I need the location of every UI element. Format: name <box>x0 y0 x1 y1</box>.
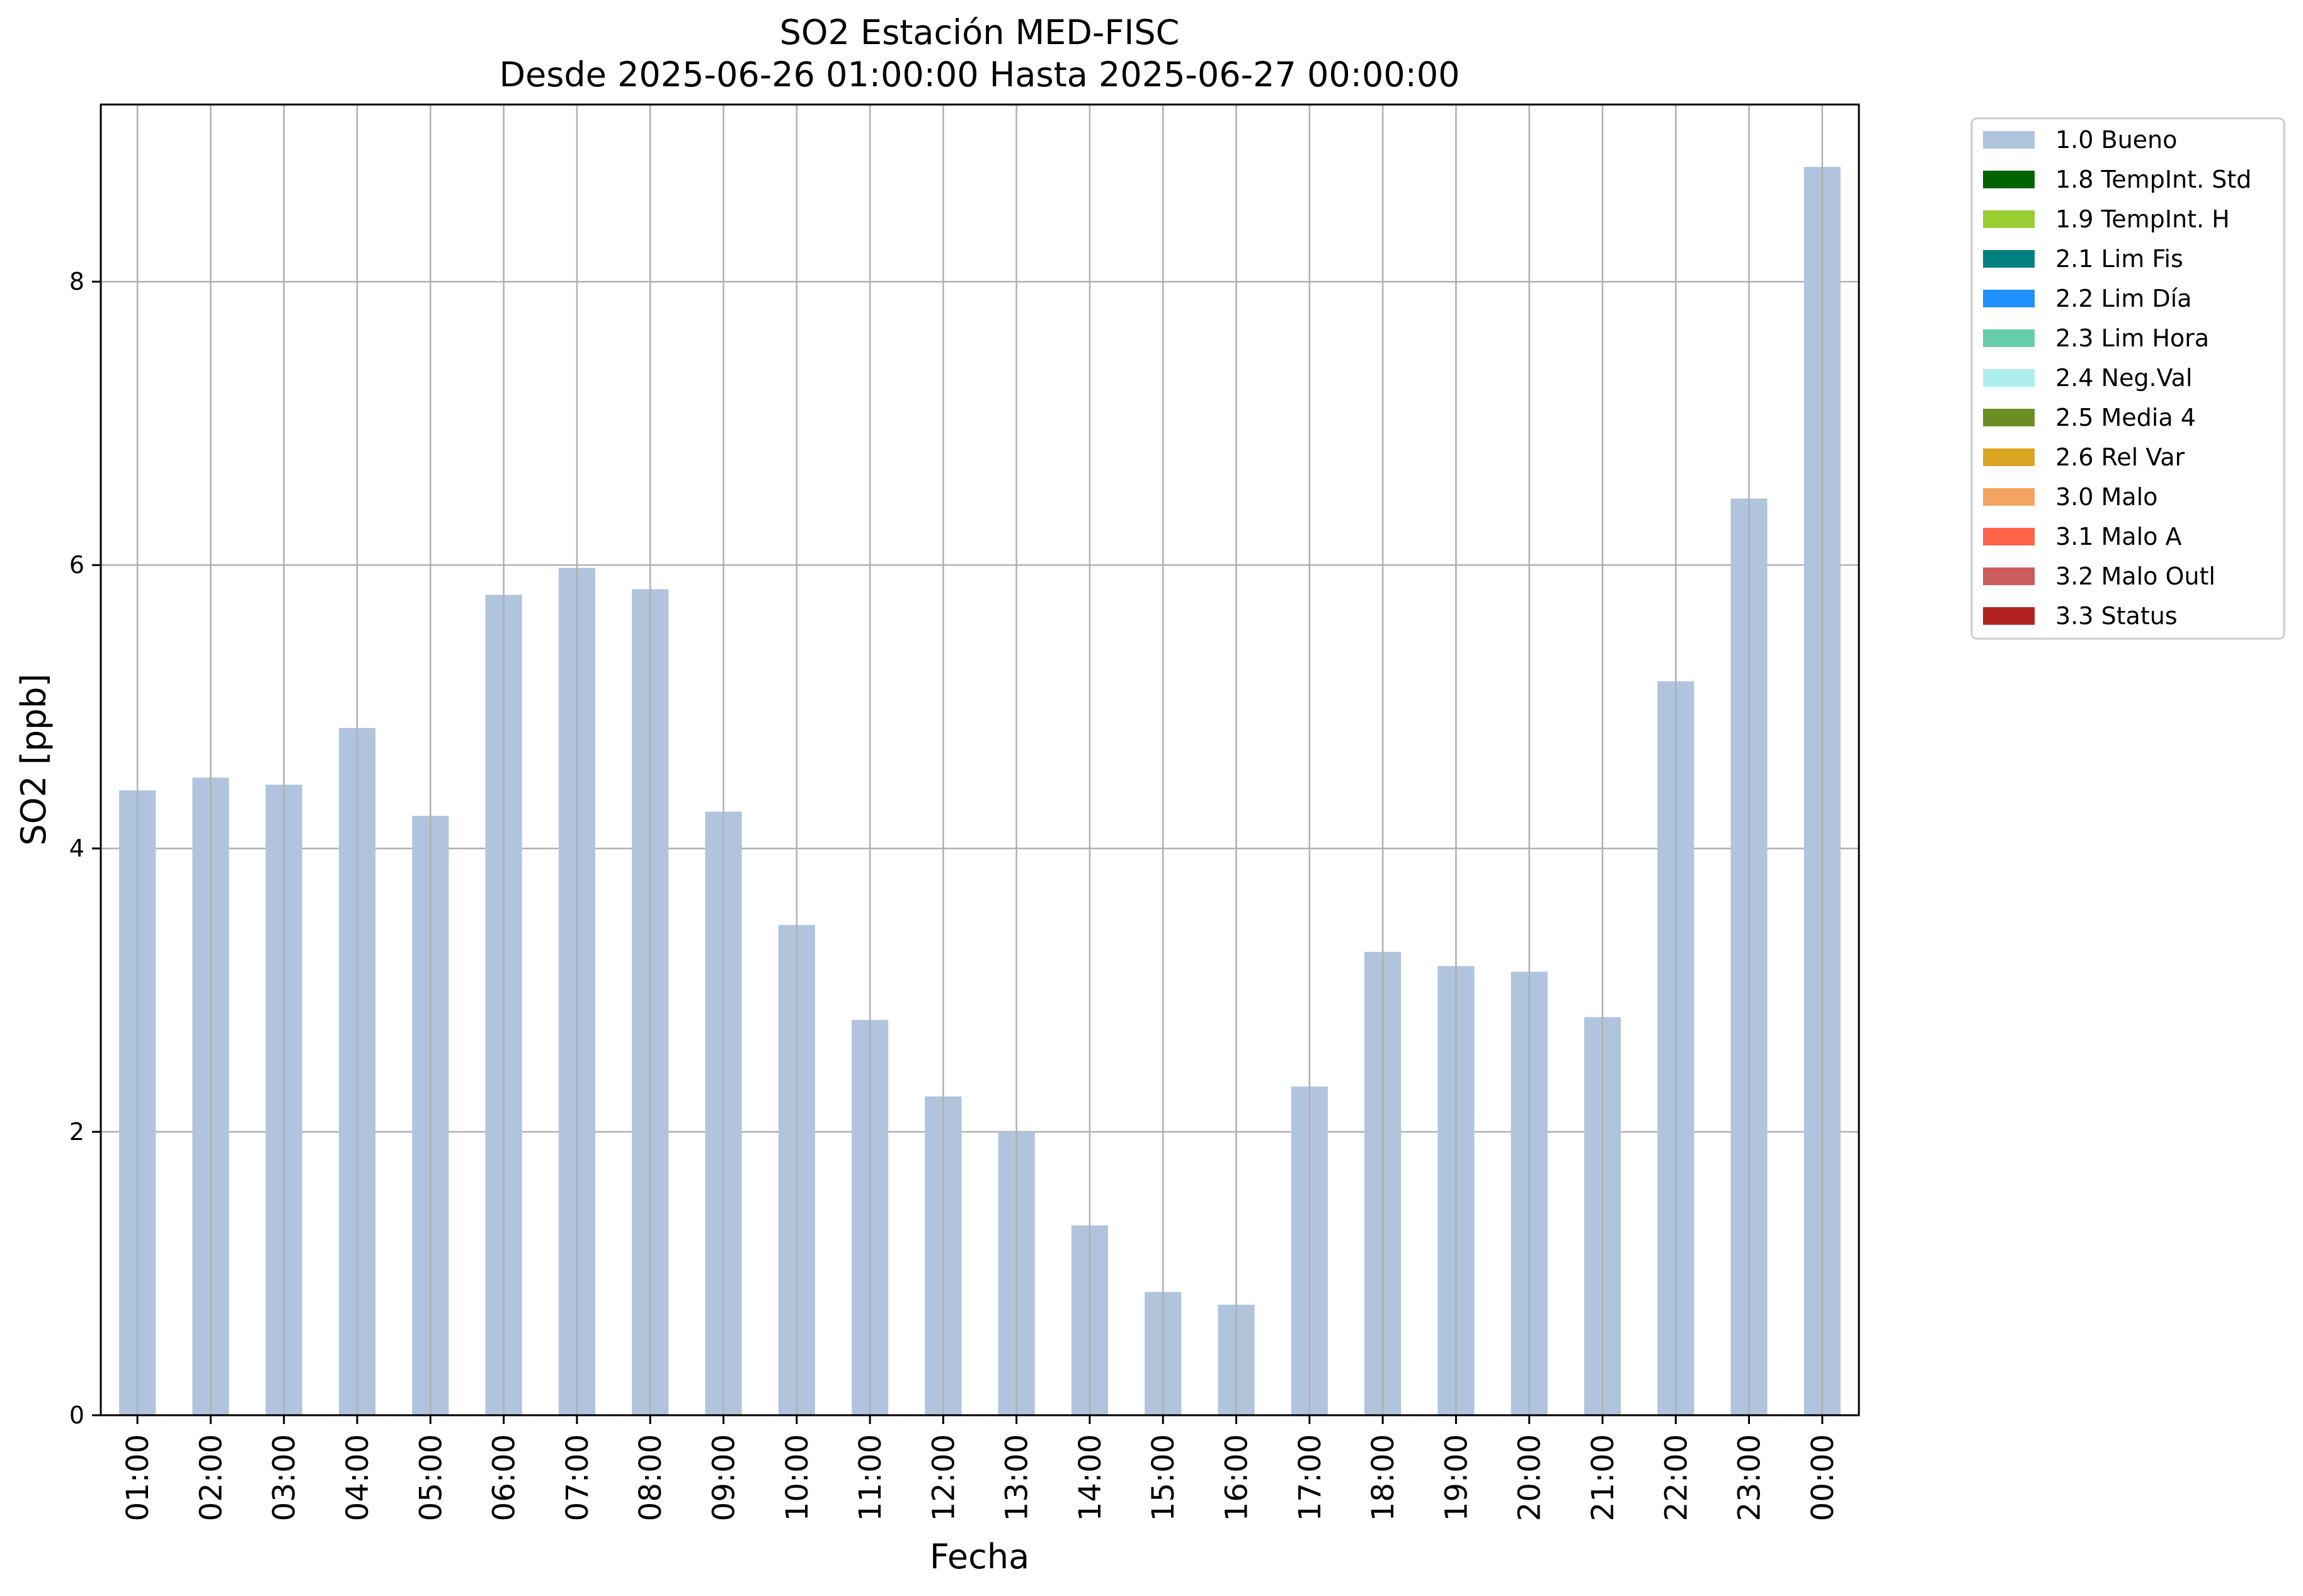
legend-label: 3.2 Malo Outl <box>2055 562 2215 590</box>
plot-frame <box>100 103 1860 1416</box>
legend-swatch <box>1983 210 2035 228</box>
legend-swatch <box>1983 369 2035 387</box>
y-tick-label: 2 <box>69 1118 84 1146</box>
legend-label: 2.4 Neg.Val <box>2055 364 2192 392</box>
x-tick-label: 01:00 <box>120 1434 156 1521</box>
x-tick-label: 13:00 <box>1000 1434 1035 1521</box>
legend-swatch <box>1983 171 2035 188</box>
x-axis-label: Fecha <box>930 1537 1029 1576</box>
legend-swatch <box>1983 567 2035 585</box>
legend-label: 1.8 TempInt. Std <box>2055 166 2251 193</box>
x-tick-label: 15:00 <box>1146 1434 1181 1521</box>
y-tick-label: 0 <box>69 1401 84 1429</box>
x-tick-label: 03:00 <box>267 1434 302 1521</box>
y-tick-label: 4 <box>69 835 84 862</box>
legend-label: 2.3 Lim Hora <box>2055 324 2209 352</box>
legend-swatch <box>1983 607 2035 625</box>
y-tick-label: 8 <box>69 268 84 295</box>
x-tick-label: 05:00 <box>413 1434 449 1521</box>
x-tick-label: 21:00 <box>1586 1434 1621 1521</box>
legend-swatch <box>1983 131 2035 149</box>
legend-label: 2.5 Media 4 <box>2055 404 2196 431</box>
legend-label: 3.1 Malo A <box>2055 523 2181 550</box>
x-tick-label: 23:00 <box>1732 1434 1768 1521</box>
x-axis-ticks: 01:00 02:00 03:00 04:00 05:00 06:00 07:00 08:00… <box>120 1415 1841 1521</box>
legend-items: 1.0 Bueno 1.8 TempInt. Std 1.9 TempInt. H 2… <box>1983 126 2251 630</box>
x-tick-label: 22:00 <box>1659 1434 1694 1521</box>
chart-subtitle: Desde 2025-06-26 01:00:00 Hasta 2025-06-… <box>499 55 1460 94</box>
legend-label: 2.1 Lim Fis <box>2055 245 2183 273</box>
y-axis-ticks: 0 2 4 6 8 <box>69 268 101 1429</box>
x-tick-label: 10:00 <box>780 1434 815 1521</box>
x-tick-label: 07:00 <box>560 1434 595 1521</box>
legend-swatch <box>1983 528 2035 545</box>
x-tick-label: 14:00 <box>1073 1434 1108 1521</box>
x-tick-label: 00:00 <box>1805 1434 1841 1521</box>
legend-swatch <box>1983 250 2035 268</box>
y-axis-label: SO2 [ppb] <box>14 673 54 845</box>
x-tick-label: 18:00 <box>1366 1434 1401 1521</box>
x-tick-label: 11:00 <box>853 1434 888 1521</box>
legend: 1.0 Bueno 1.8 TempInt. Std 1.9 TempInt. H 2… <box>1970 117 2285 640</box>
x-tick-label: 04:00 <box>340 1434 375 1521</box>
legend-frame <box>1970 117 2285 640</box>
x-tick-label: 08:00 <box>633 1434 668 1521</box>
vertical-grid-lines <box>136 105 1824 1415</box>
legend-label: 2.2 Lim Día <box>2055 285 2192 312</box>
x-tick-label: 20:00 <box>1512 1434 1548 1521</box>
legend-swatch <box>1983 448 2035 466</box>
legend-label: 1.9 TempInt. H <box>2055 205 2230 233</box>
y-tick-label: 6 <box>69 551 84 579</box>
legend-swatch <box>1983 290 2035 307</box>
legend-label: 2.6 Rel Var <box>2055 443 2185 471</box>
x-tick-label: 06:00 <box>487 1434 522 1521</box>
x-tick-label: 09:00 <box>706 1434 741 1521</box>
legend-label: 1.0 Bueno <box>2055 126 2177 154</box>
x-tick-label: 02:00 <box>193 1434 229 1521</box>
x-tick-label: 19:00 <box>1439 1434 1474 1521</box>
bars <box>119 166 1841 1416</box>
x-tick-label: 17:00 <box>1293 1434 1328 1521</box>
x-tick-label: 12:00 <box>926 1434 961 1521</box>
chart-title: SO2 Estación MED-FISC <box>780 13 1180 52</box>
legend-swatch <box>1983 488 2035 506</box>
legend-label: 3.0 Malo <box>2055 483 2157 511</box>
x-tick-label: 16:00 <box>1220 1434 1255 1521</box>
legend-swatch <box>1983 329 2035 347</box>
legend-label: 3.3 Status <box>2055 602 2178 630</box>
legend-swatch <box>1983 409 2035 426</box>
